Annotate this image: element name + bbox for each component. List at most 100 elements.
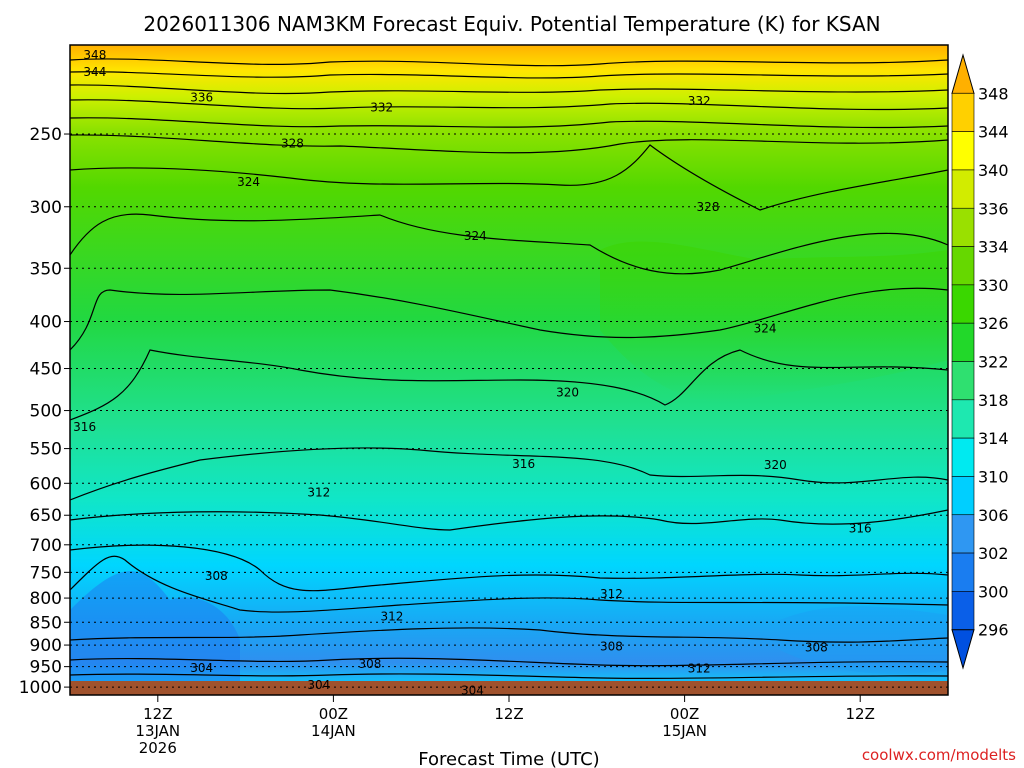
colorbar-label: 348 [978,84,1009,103]
colorbar-label: 302 [978,544,1009,563]
colorbar-bin [951,207,975,247]
y-tick-label: 700 [30,536,62,556]
contour-lines [70,58,948,680]
colorbar-label: 334 [978,238,1009,257]
y-tick-label: 550 [30,440,62,460]
y-tick-label: 500 [30,402,62,422]
gridlines [70,133,948,688]
y-tick-label: 750 [30,563,62,583]
contour-label: 328 [697,200,720,214]
contour-label: 316 [849,522,872,536]
colorbar: 348 344 340 336 334 330 326 322 318 314 310 306 302 3… [951,53,1009,670]
site-credit: coolwx.com/modelts [862,746,1016,764]
contour-label: 308 [600,639,623,653]
contour-line [70,509,948,531]
contour-line [70,71,948,79]
contour-label: 308 [205,569,228,583]
contour-line [70,58,948,67]
colorbar-label: 326 [978,314,1009,333]
y-axis: 250 300 350 400 450 500 550 600 650 700 750 800 850 9… [19,125,70,698]
y-tick-label: 1000 [19,678,62,698]
contour-line [70,349,948,421]
contour-label: 348 [83,48,106,62]
contour-label: 316 [73,420,96,434]
contour-label: 324 [754,321,777,335]
colorbar-bin [951,552,975,592]
colorbar-label: 310 [978,467,1009,486]
contour-line [70,657,948,667]
contour-label: 304 [307,678,330,692]
contour-label: 332 [688,94,711,108]
x-tick-label: 15JAN [662,722,707,740]
contour-label: 308 [805,641,828,655]
x-tick-label: 14JAN [311,722,356,740]
colorbar-label: 336 [978,199,1009,218]
colorbar-label: 306 [978,506,1009,525]
contour-label: 328 [281,136,304,150]
contour-line [70,627,948,643]
plot-area: 348 344 336 332 332 328 328 324 324 324 320 320 316 3… [70,45,948,697]
contour-line [70,447,948,501]
contour-label: 320 [764,458,787,472]
y-tick-label: 400 [30,313,62,333]
contour-line [70,544,948,592]
contour-label: 336 [190,90,213,104]
colorbar-label: 318 [978,391,1009,410]
y-tick-label: 650 [30,506,62,526]
chart-title: 2026011306 NAM3KM Forecast Equiv. Potent… [143,12,880,36]
colorbar-bin [951,131,975,171]
contour-label: 344 [83,65,106,79]
colorbar-label: 296 [978,621,1009,640]
contour-label: 332 [370,101,393,115]
contour-label: 304 [190,661,213,675]
colorbar-label: 344 [978,123,1009,142]
contour-label: 312 [688,662,711,676]
contour-label: 312 [307,486,330,500]
x-tick-label: 12Z [494,705,523,723]
x-tick-label: 13JAN [135,722,180,740]
contour-labels: 348 344 336 332 332 328 328 324 324 324 320 320 316 3… [73,48,872,697]
y-tick-label: 850 [30,613,62,633]
contour-label: 312 [600,587,623,601]
contour-line [70,84,948,95]
y-tick-label: 800 [30,589,62,609]
contour-line [70,99,948,111]
colorbar-bin [951,361,975,401]
x-tick-label: 12Z [846,705,875,723]
contour-label: 320 [556,386,579,400]
contour-line [70,144,948,211]
colorbar-label: 300 [978,582,1009,601]
x-tick-label: 00Z [319,705,348,723]
colorbar-bin [951,591,975,630]
colorbar-label: 322 [978,353,1009,372]
colorbar-arrow-top [951,53,975,94]
colorbar-label: 340 [978,161,1009,180]
colorbar-bin [951,284,975,324]
y-tick-label: 350 [30,259,62,279]
y-tick-label: 600 [30,474,62,494]
colorbar-bin [951,514,975,554]
x-axis-label: Forecast Time (UTC) [418,749,599,768]
colorbar-bin [951,476,975,516]
x-tick-label: 2026 [139,739,177,757]
contour-label: 304 [461,683,484,697]
colorbar-label: 314 [978,429,1009,448]
colorbar-arrow-bottom [951,629,975,670]
contour-label: 324 [237,175,260,189]
contour-line [70,555,948,613]
contour-line [70,134,948,154]
low-level-cool-pocket-right [780,606,948,674]
contour-label: 308 [359,657,382,671]
colorbar-bin [951,246,975,286]
contour-line [70,117,948,129]
colorbar-bin [951,437,975,477]
colorbar-label: 330 [978,276,1009,295]
contour-line [70,213,948,275]
contour-label: 324 [464,229,487,243]
y-tick-label: 950 [30,658,62,678]
colorbar-bin [951,93,975,132]
low-level-cool-pocket-left [70,571,240,695]
colorbar-bin [951,399,975,439]
